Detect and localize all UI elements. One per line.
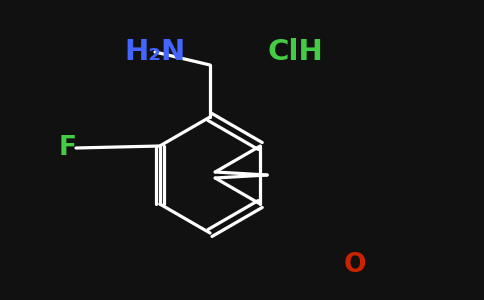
- Text: O: O: [344, 252, 366, 278]
- Text: ClH: ClH: [267, 38, 323, 66]
- Text: H₂N: H₂N: [124, 38, 186, 66]
- Text: F: F: [59, 135, 77, 161]
